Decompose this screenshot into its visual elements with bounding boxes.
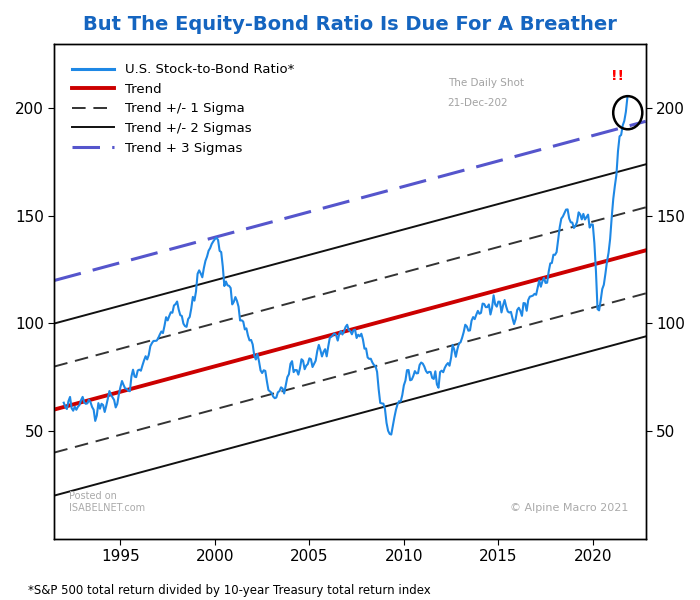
Text: Posted on: Posted on — [69, 491, 117, 501]
Title: But The Equity-Bond Ratio Is Due For A Breather: But The Equity-Bond Ratio Is Due For A B… — [83, 15, 617, 34]
Text: © Alpine Macro 2021: © Alpine Macro 2021 — [510, 503, 628, 514]
Text: ISABELNET.com: ISABELNET.com — [69, 503, 145, 514]
Text: *S&P 500 total return divided by 10-year Treasury total return index: *S&P 500 total return divided by 10-year… — [28, 584, 430, 597]
Text: The Daily Shot: The Daily Shot — [447, 78, 524, 88]
Text: !!: !! — [611, 69, 624, 83]
Text: 21-Dec-202: 21-Dec-202 — [447, 98, 508, 108]
Legend: U.S. Stock-to-Bond Ratio*, Trend, Trend +/- 1 Sigma, Trend +/- 2 Sigmas, Trend +: U.S. Stock-to-Bond Ratio*, Trend, Trend … — [66, 58, 300, 160]
